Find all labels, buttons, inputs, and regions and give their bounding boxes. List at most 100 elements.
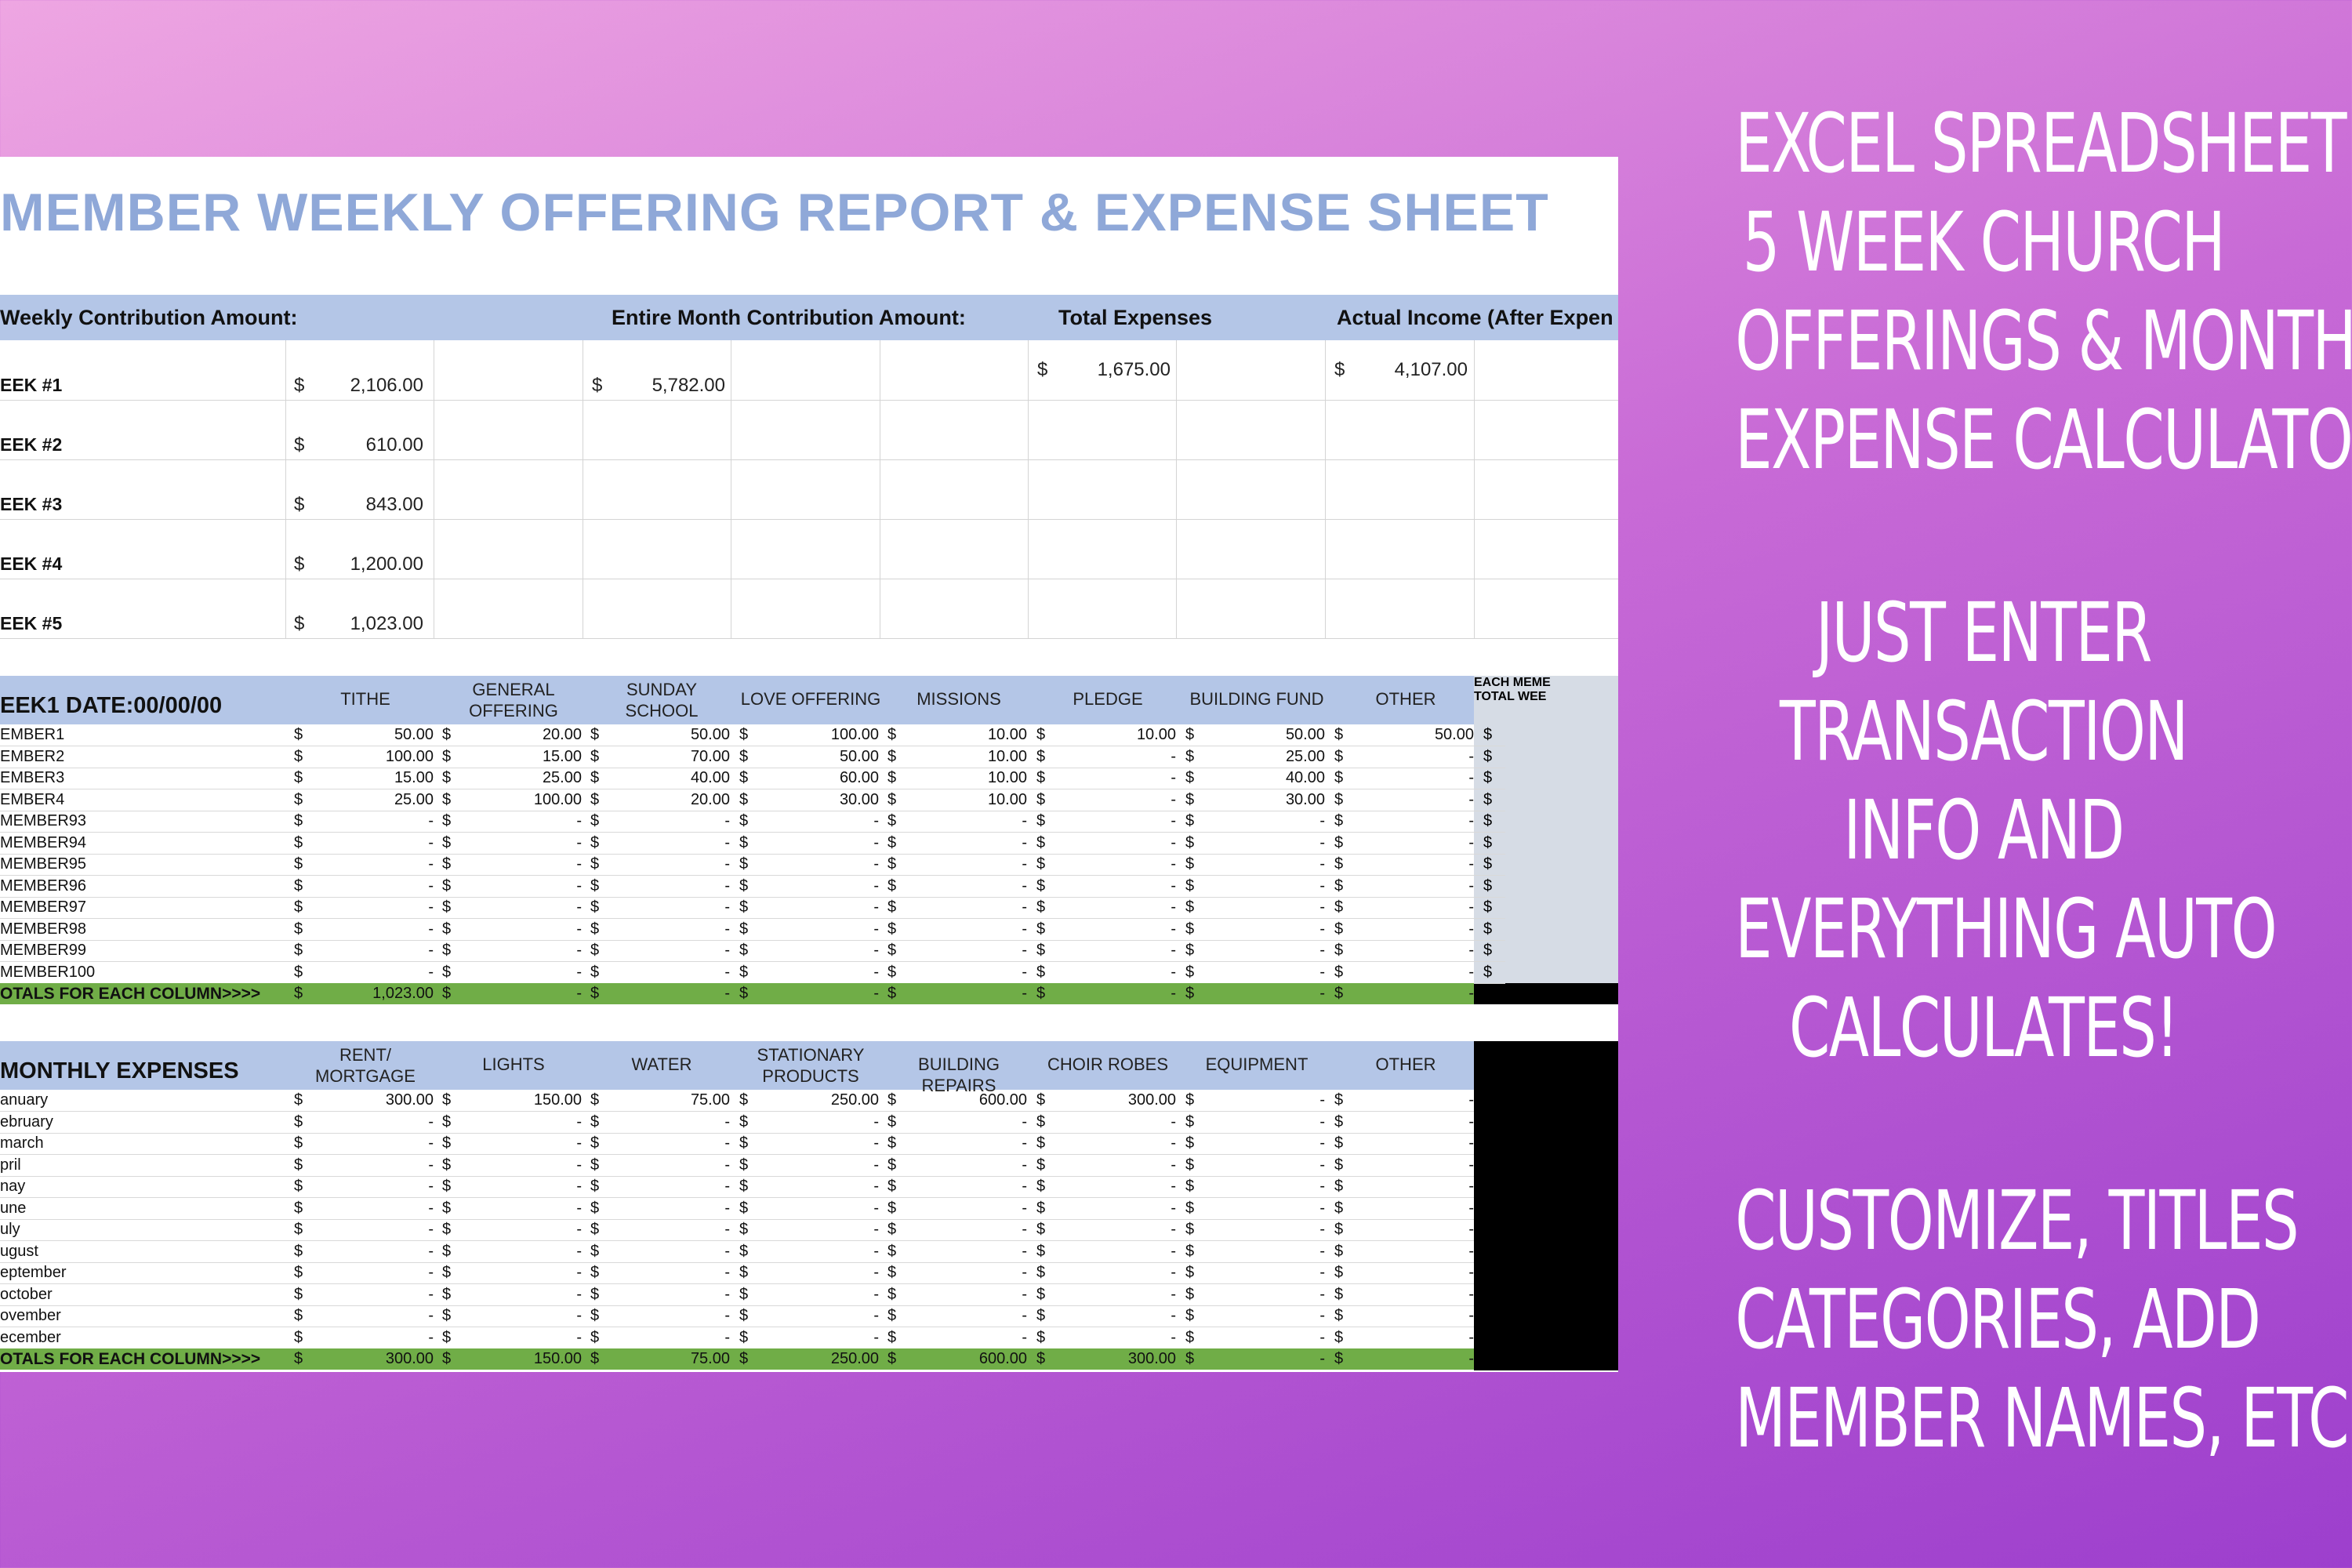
value-cell[interactable]: $ - — [738, 834, 884, 853]
value-cell[interactable]: $ - — [1333, 1329, 1479, 1348]
value-cell[interactable]: $75.00 — [589, 1091, 735, 1110]
value-cell[interactable]: $ - — [1184, 1264, 1330, 1283]
value-cell[interactable]: $ - — [441, 834, 586, 853]
value-cell[interactable]: $ - — [1184, 1329, 1330, 1348]
value-cell[interactable]: $ - — [1035, 1156, 1181, 1175]
value-cell[interactable]: $10.00 — [886, 769, 1032, 788]
value-cell[interactable]: $ - — [1035, 1221, 1181, 1240]
value-cell[interactable]: $300.00 — [1035, 1091, 1181, 1110]
value-cell[interactable]: $ - — [589, 1221, 735, 1240]
value-cell[interactable]: $ - — [1333, 1307, 1479, 1326]
value-cell[interactable]: $10.00 — [1035, 726, 1181, 745]
value-cell[interactable]: $15.00 — [292, 769, 438, 788]
value-cell[interactable]: $ - — [886, 855, 1032, 874]
value-cell[interactable]: $ - — [1184, 1221, 1330, 1240]
month-contribution-amount[interactable]: $5,782.00 — [592, 375, 725, 397]
value-cell[interactable]: $ - — [1333, 748, 1479, 767]
value-cell[interactable]: $ - — [886, 1178, 1032, 1196]
value-cell[interactable]: $ - — [589, 1329, 735, 1348]
value-cell[interactable]: $ - — [292, 1178, 438, 1196]
value-cell[interactable]: $ - — [589, 1156, 735, 1175]
value-cell[interactable]: $100.00 — [441, 791, 586, 810]
value-cell[interactable]: $ - — [1184, 1200, 1330, 1218]
value-cell[interactable]: $ - — [738, 1200, 884, 1218]
value-cell[interactable]: $ - — [292, 855, 438, 874]
value-cell[interactable]: $ - — [589, 855, 735, 874]
value-cell[interactable]: $ - — [1035, 1200, 1181, 1218]
value-cell[interactable]: $ - — [1035, 769, 1181, 788]
value-cell[interactable]: $ - — [1184, 834, 1330, 853]
value-cell[interactable]: $ - — [886, 1200, 1032, 1218]
value-cell[interactable]: $ - — [1035, 855, 1181, 874]
value-cell[interactable]: $ - — [1333, 1243, 1479, 1261]
value-cell[interactable]: $ - — [1035, 1113, 1181, 1132]
value-cell[interactable]: $ - — [441, 1264, 586, 1283]
value-cell[interactable]: $ - — [441, 964, 586, 982]
value-cell[interactable]: $50.00 — [1184, 726, 1330, 745]
value-cell[interactable]: $ - — [441, 920, 586, 939]
value-cell[interactable]: $ - — [589, 942, 735, 960]
value-cell[interactable]: $ - — [1035, 964, 1181, 982]
value-cell[interactable]: $ - — [589, 964, 735, 982]
value-cell[interactable]: $ - — [589, 1243, 735, 1261]
value-cell[interactable]: $ - — [292, 1200, 438, 1218]
value-cell[interactable]: $ - — [1333, 1156, 1479, 1175]
value-cell[interactable]: $ - — [1035, 1178, 1181, 1196]
value-cell[interactable]: $ - — [1035, 1329, 1181, 1348]
value-cell[interactable]: $ - — [589, 1264, 735, 1283]
value-cell[interactable]: $100.00 — [738, 726, 884, 745]
value-cell[interactable]: $ - — [1035, 834, 1181, 853]
value-cell[interactable]: $ - — [589, 898, 735, 917]
value-cell[interactable]: $ - — [886, 1243, 1032, 1261]
value-cell[interactable]: $ - — [738, 1113, 884, 1132]
value-cell[interactable]: $ - — [1184, 942, 1330, 960]
value-cell[interactable]: $ - — [441, 1243, 586, 1261]
value-cell[interactable]: $ - — [1035, 877, 1181, 896]
value-cell[interactable]: $15.00 — [441, 748, 586, 767]
actual-income-amount[interactable]: $4,107.00 — [1334, 359, 1468, 381]
value-cell[interactable]: $ - — [886, 898, 1032, 917]
value-cell[interactable]: $25.00 — [1184, 748, 1330, 767]
value-cell[interactable]: $ - — [1333, 898, 1479, 917]
value-cell[interactable]: $ - — [589, 877, 735, 896]
value-cell[interactable]: $ - — [738, 1178, 884, 1196]
value-cell[interactable]: $ - — [738, 1264, 884, 1283]
value-cell[interactable]: $ - — [292, 920, 438, 939]
value-cell[interactable]: $ - — [441, 1329, 586, 1348]
value-cell[interactable]: $ - — [1333, 1091, 1479, 1110]
value-cell[interactable]: $ - — [1184, 1243, 1330, 1261]
value-cell[interactable]: $ - — [886, 1221, 1032, 1240]
value-cell[interactable]: $ - — [441, 898, 586, 917]
value-cell[interactable]: $ - — [589, 1200, 735, 1218]
value-cell[interactable]: $250.00 — [738, 1091, 884, 1110]
value-cell[interactable]: $10.00 — [886, 726, 1032, 745]
value-cell[interactable]: $ - — [886, 920, 1032, 939]
value-cell[interactable]: $ - — [738, 942, 884, 960]
value-cell[interactable]: $ - — [589, 1307, 735, 1326]
value-cell[interactable]: $ - — [441, 812, 586, 831]
value-cell[interactable]: $ - — [589, 812, 735, 831]
value-cell[interactable]: $ - — [738, 877, 884, 896]
value-cell[interactable]: $ - — [589, 1178, 735, 1196]
value-cell[interactable]: $ - — [886, 942, 1032, 960]
value-cell[interactable]: $ - — [441, 1178, 586, 1196]
value-cell[interactable]: $ - — [292, 1307, 438, 1326]
value-cell[interactable]: $ - — [886, 1113, 1032, 1132]
value-cell[interactable]: $40.00 — [589, 769, 735, 788]
value-cell[interactable]: $ - — [292, 1113, 438, 1132]
value-cell[interactable]: $ - — [886, 1329, 1032, 1348]
value-cell[interactable]: $ - — [441, 1113, 586, 1132]
value-cell[interactable]: $ - — [738, 1329, 884, 1348]
value-cell[interactable]: $50.00 — [738, 748, 884, 767]
value-cell[interactable]: $ - — [1035, 748, 1181, 767]
value-cell[interactable]: $ - — [738, 964, 884, 982]
week-amount[interactable]: $1,200.00 — [294, 554, 423, 575]
value-cell[interactable]: $30.00 — [738, 791, 884, 810]
value-cell[interactable]: $300.00 — [292, 1091, 438, 1110]
value-cell[interactable]: $ - — [738, 1134, 884, 1153]
value-cell[interactable]: $ - — [1333, 1200, 1479, 1218]
value-cell[interactable]: $ - — [589, 1113, 735, 1132]
value-cell[interactable]: $ - — [1184, 855, 1330, 874]
value-cell[interactable]: $ - — [292, 1221, 438, 1240]
value-cell[interactable]: $ - — [1184, 1091, 1330, 1110]
